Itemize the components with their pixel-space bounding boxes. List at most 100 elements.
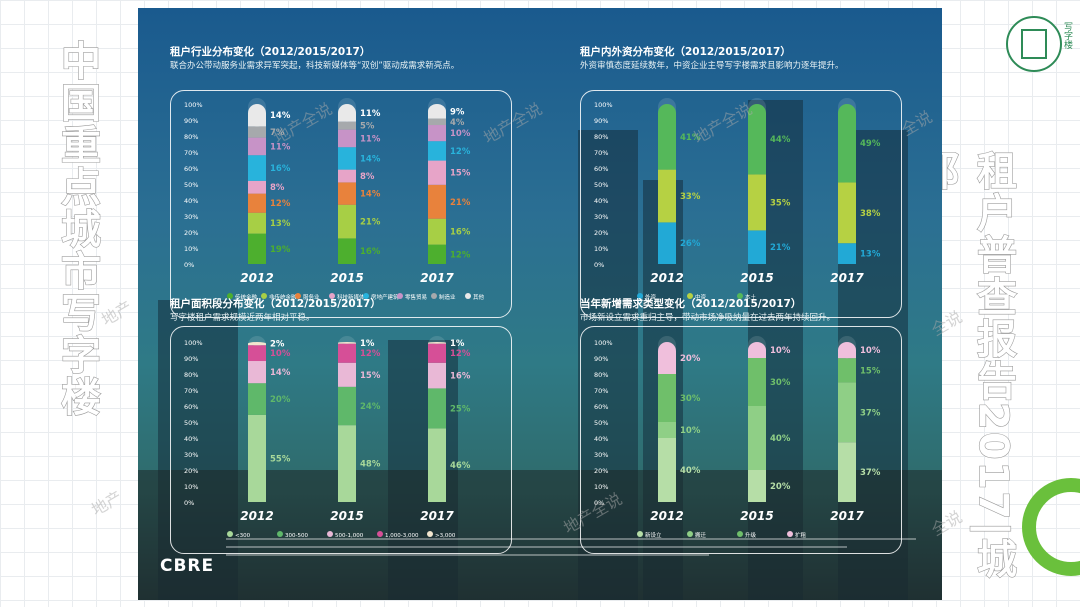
- y-tick-label: 70%: [594, 149, 608, 157]
- bar-segment: [658, 222, 676, 264]
- y-tick-label: 80%: [184, 371, 198, 379]
- bar-segment: [428, 244, 446, 264]
- bar-segment: [248, 137, 266, 156]
- data-label: 41%: [680, 133, 701, 143]
- data-label: 16%: [450, 228, 471, 238]
- data-label: 25%: [450, 404, 471, 414]
- y-tick-label: 90%: [184, 117, 198, 125]
- data-label: 19%: [270, 245, 291, 255]
- legend-marker: [397, 293, 403, 299]
- legend-marker: [687, 531, 693, 537]
- y-tick-label: 90%: [594, 117, 608, 125]
- legend-marker: [431, 293, 437, 299]
- legend-label: 服务业: [303, 293, 320, 301]
- bar-segment: [428, 141, 446, 161]
- chart-title: 租户面积段分布变化（2012/2015/2017）: [170, 298, 381, 310]
- data-label: 21%: [360, 218, 381, 228]
- data-label: 12%: [450, 147, 471, 157]
- chart-subtitle: 联合办公带动服务业需求异军突起，科技新媒体等“双创”驱动成需求新亮点。: [170, 61, 460, 71]
- data-label: 2%: [270, 340, 285, 350]
- y-tick-label: 60%: [594, 165, 608, 173]
- bar-segment: [248, 126, 266, 138]
- data-label: 10%: [680, 426, 701, 436]
- legend-label: 升级: [745, 531, 757, 539]
- bar-segment: [338, 129, 356, 148]
- data-label: 12%: [360, 349, 381, 359]
- legend-marker: [329, 293, 335, 299]
- legend-marker: [737, 293, 743, 299]
- report-poster: 租户行业分布变化（2012/2015/2017） 联合办公带动服务业需求异军突起…: [138, 8, 942, 600]
- y-tick-label: 20%: [594, 467, 608, 475]
- data-label: 8%: [360, 172, 375, 182]
- x-category-label: 2015: [330, 509, 363, 523]
- bar-segment-fill: [658, 351, 676, 374]
- building-logo-icon: [1006, 16, 1062, 72]
- y-tick-label: 0%: [594, 261, 604, 269]
- y-tick-label: 20%: [184, 229, 198, 237]
- bar-segment-fill: [428, 111, 446, 119]
- bar-segment: [748, 174, 766, 231]
- chart-panel-demand-type: 当年新增需求类型变化（2012/2015/2017） 市场新设立需求重归主导，带…: [580, 296, 940, 554]
- y-tick-label: 40%: [594, 197, 608, 205]
- data-label: 10%: [450, 129, 471, 139]
- y-tick-label: 80%: [594, 371, 608, 379]
- y-tick-label: 10%: [184, 245, 198, 253]
- data-label: 20%: [770, 482, 791, 492]
- chart-title: 当年新增需求类型变化（2012/2015/2017）: [580, 298, 802, 310]
- legend-label: 外资: [645, 293, 657, 301]
- y-tick-label: 70%: [184, 149, 198, 157]
- y-tick-label: 50%: [184, 419, 198, 427]
- data-label: 8%: [270, 183, 285, 193]
- legend-label: 新设立: [645, 531, 662, 539]
- bar-segment: [338, 238, 356, 264]
- bar-segment: [338, 343, 356, 363]
- bar-segment-fill: [338, 342, 356, 344]
- y-tick-label: 90%: [184, 355, 198, 363]
- bar-segment: [428, 184, 446, 219]
- legend-label: 1,000-3,000: [385, 533, 419, 539]
- bar-segment: [338, 362, 356, 387]
- y-tick-label: 50%: [594, 419, 608, 427]
- legend-marker: [327, 531, 333, 537]
- data-label: 46%: [450, 461, 471, 471]
- y-tick-label: 50%: [594, 181, 608, 189]
- y-tick-label: 0%: [594, 499, 604, 507]
- bar-segment-fill: [248, 113, 266, 127]
- left-side-title: 中国重点城市写字楼: [53, 39, 100, 418]
- legend-marker: [637, 293, 643, 299]
- y-tick-label: 30%: [184, 451, 198, 459]
- y-tick-label: 40%: [184, 197, 198, 205]
- y-tick-label: 80%: [594, 133, 608, 141]
- chart-title: 租户行业分布变化（2012/2015/2017）: [170, 46, 371, 58]
- right-side-title: 租户普查报告2017|城都: [911, 149, 1016, 580]
- legend-label: 300-500: [285, 533, 308, 539]
- bar-segment: [428, 118, 446, 126]
- chart-subtitle: 市场新设立需求重归主导，带动市场净吸纳量在过去两年持续回升。: [580, 313, 836, 323]
- chart-panel-ownership: 租户内外资分布变化（2012/2015/2017） 外资审慎态度延续数年，中资企…: [580, 44, 940, 318]
- legend-marker: [227, 293, 233, 299]
- data-label: 1%: [360, 339, 375, 349]
- bar-segment: [248, 233, 266, 264]
- bar-segment: [338, 425, 356, 502]
- y-tick-label: 30%: [594, 213, 608, 221]
- legend-marker: [261, 293, 267, 299]
- bar-segment: [248, 345, 266, 362]
- legend-marker: [363, 293, 369, 299]
- y-tick-label: 30%: [184, 213, 198, 221]
- bar-segment: [838, 382, 856, 443]
- y-tick-label: 60%: [184, 403, 198, 411]
- bar-segment: [748, 406, 766, 470]
- data-label: 16%: [360, 247, 381, 257]
- y-tick-label: 100%: [594, 339, 613, 347]
- y-tick-label: 100%: [184, 339, 203, 347]
- y-tick-label: 100%: [184, 101, 203, 109]
- bar-segment: [248, 383, 266, 415]
- data-label: 38%: [860, 209, 881, 219]
- legend-marker: [465, 293, 471, 299]
- y-tick-label: 10%: [594, 483, 608, 491]
- bar-segment: [658, 438, 676, 502]
- legend-marker: [687, 293, 693, 299]
- data-label: 15%: [360, 371, 381, 381]
- legend-label: 非传统金融: [269, 293, 297, 301]
- x-category-label: 2012: [650, 271, 683, 285]
